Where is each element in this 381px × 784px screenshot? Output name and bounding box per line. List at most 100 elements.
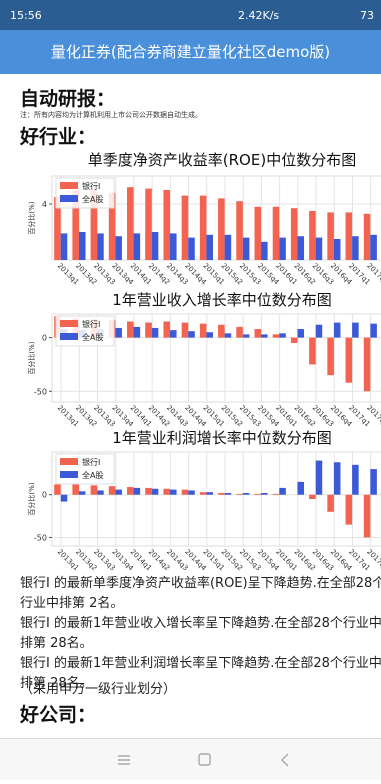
bar <box>206 492 213 495</box>
industry-title: 好行业： <box>20 126 97 148</box>
bar <box>181 322 189 338</box>
bar <box>206 332 213 338</box>
bar <box>115 236 122 260</box>
bar <box>108 486 116 495</box>
battery: 73 <box>360 9 374 22</box>
bar <box>133 487 141 495</box>
y-tick-label: 4 <box>42 200 47 209</box>
bar <box>352 322 359 338</box>
bar <box>297 481 305 495</box>
bar <box>333 239 341 260</box>
legend-swatch <box>60 333 78 340</box>
bar <box>290 208 298 260</box>
app-title: 量化正券(配合券商建立量化社区demo版) <box>50 43 331 61</box>
bar <box>315 460 323 495</box>
bar <box>127 187 134 260</box>
bar <box>97 490 104 495</box>
bar <box>370 234 377 260</box>
bar <box>236 201 243 260</box>
chart-svg: 1年营业收入增长率中位数分布图百分比(%)2013q12013q22013q32… <box>27 291 381 428</box>
bar <box>206 234 213 260</box>
bar <box>242 493 250 495</box>
legend: 银行I 全A股 <box>55 177 115 209</box>
app-bar: 量化正券(配合券商建立量化社区demo版) <box>0 30 381 74</box>
bar <box>224 234 232 260</box>
bar <box>261 493 268 495</box>
bar <box>145 322 152 338</box>
bar <box>327 212 334 260</box>
bar <box>279 487 286 495</box>
bar <box>309 494 316 499</box>
legend-label: 银行I <box>82 319 100 329</box>
bar <box>309 211 316 260</box>
legend-swatch <box>60 195 78 202</box>
chart-svg: 单季度净资产收益率(ROE)中位数分布图百分比(%)2013q12013q220… <box>27 151 381 287</box>
bar <box>115 327 122 338</box>
bar <box>218 493 225 495</box>
text: 银行I 的最新1年营业收入增长率呈下降趋势.在全部28个行业中排第 28名。 <box>20 616 381 651</box>
content: 自动研报： 注：所有内容均为计算机利用上市公司公开数据自动生成。 好行业： 单季… <box>0 74 381 738</box>
bar <box>370 323 377 338</box>
bar <box>188 237 195 260</box>
bar <box>352 236 359 260</box>
bar <box>297 329 305 338</box>
bar <box>188 490 195 495</box>
bar <box>60 233 68 260</box>
bar <box>145 487 152 495</box>
chart: 1年营业收入增长率中位数分布图 百分比(%) 2013q1 2013q2 2013q3 2… <box>0 290 381 428</box>
bar <box>261 241 268 260</box>
bar <box>224 333 232 338</box>
bar <box>115 489 122 495</box>
bar <box>261 334 268 338</box>
bar <box>170 330 177 338</box>
home-button[interactable] <box>198 753 211 766</box>
bar <box>151 488 159 495</box>
bar <box>181 489 189 495</box>
legend-swatch <box>60 320 78 327</box>
bar <box>297 236 305 260</box>
legend-label: 全A股 <box>82 194 103 204</box>
legend-swatch <box>60 458 78 465</box>
bar <box>170 489 177 495</box>
bar <box>370 469 377 495</box>
bar <box>242 334 250 338</box>
chart: 1年营业利润增长率中位数分布图 百分比(%) 2013q1 2013q2 2013q3 2… <box>0 428 381 574</box>
bar <box>327 337 334 376</box>
chart-title: 单季度净资产收益率(ROE)中位数分布图 <box>88 151 356 169</box>
bar <box>272 334 280 338</box>
bar <box>133 233 141 260</box>
y-axis-label: 百分比(%) <box>27 482 36 515</box>
bar <box>352 464 359 495</box>
nav-bar <box>0 738 381 780</box>
y-tick-label: -50 <box>34 387 47 396</box>
bar <box>345 212 353 260</box>
y-tick-label: 0 <box>42 334 47 343</box>
bar <box>333 462 341 495</box>
bar <box>224 493 232 495</box>
bar <box>242 237 250 260</box>
bar <box>163 488 171 495</box>
back-button[interactable] <box>281 753 289 767</box>
bar <box>163 190 171 260</box>
bar <box>181 195 189 260</box>
legend-swatch <box>60 471 78 478</box>
bar <box>345 337 353 383</box>
report-note: 注：所有内容均为计算机利用上市公司公开数据自动生成。 <box>20 111 202 119</box>
bar <box>218 198 225 260</box>
legend: 银行I 全A股 <box>55 453 115 485</box>
bar <box>254 329 262 338</box>
bar <box>163 321 171 338</box>
legend-label: 银行I <box>82 181 100 191</box>
menu-button[interactable] <box>118 755 130 765</box>
bar <box>199 195 207 260</box>
bar <box>54 484 61 495</box>
bar <box>363 213 371 260</box>
chart: 单季度净资产收益率(ROE)中位数分布图 百分比(%) 2013q1 2013q2 20… <box>0 150 381 290</box>
bar <box>290 337 298 343</box>
bar <box>363 494 371 538</box>
net-speed: 2.42K/s <box>238 9 280 22</box>
bar <box>315 324 323 338</box>
bar <box>133 326 141 338</box>
bar <box>279 237 286 260</box>
bar <box>363 337 371 392</box>
